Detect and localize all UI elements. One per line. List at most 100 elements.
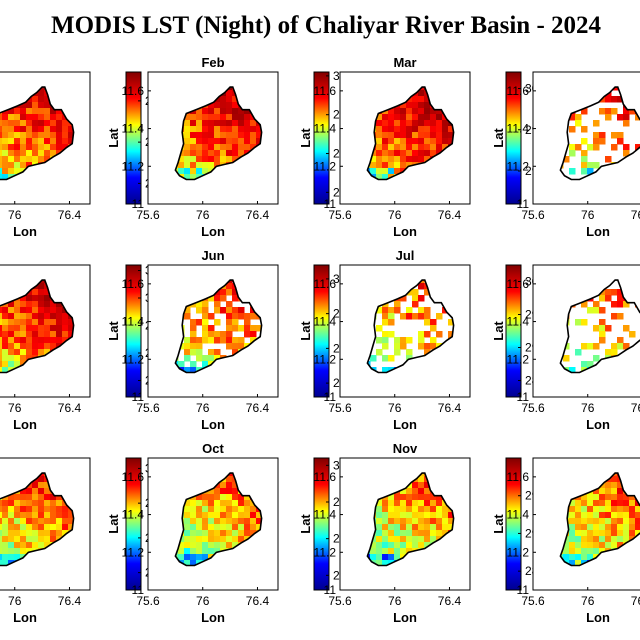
- lst-cell: [605, 349, 612, 356]
- lst-cell: [623, 524, 630, 531]
- lst-cell: [605, 494, 612, 501]
- x-tick-label: 76: [196, 594, 210, 608]
- lst-cell: [26, 518, 33, 525]
- lst-cell: [436, 512, 443, 519]
- lst-cell: [593, 506, 600, 513]
- lst-cell: [20, 313, 27, 320]
- lst-cell: [232, 506, 239, 513]
- lst-cell: [0, 331, 3, 338]
- lst-cell: [62, 518, 69, 525]
- lst-cell: [611, 488, 618, 495]
- lst-cell: [202, 114, 209, 121]
- basin-boundary: [174, 86, 263, 181]
- lst-cell: [418, 90, 425, 97]
- lst-cell: [623, 536, 630, 543]
- lst-cell: [214, 355, 221, 362]
- lst-cell: [635, 114, 640, 121]
- lst-cell: [605, 530, 612, 537]
- lst-cell: [629, 518, 636, 525]
- lst-cell: [214, 162, 221, 169]
- lst-cell: [190, 361, 197, 368]
- lst-cell: [226, 313, 233, 320]
- lst-cell: [44, 138, 51, 145]
- lst-cell: [599, 512, 606, 519]
- lst-cell: [232, 138, 239, 145]
- lst-cell: [581, 162, 588, 169]
- lst-cell: [8, 108, 15, 115]
- lst-cell: [38, 90, 45, 97]
- lst-cell: [62, 319, 69, 326]
- lst-cell: [256, 138, 262, 145]
- lst-cell: [26, 355, 33, 362]
- lst-cell: [575, 542, 582, 549]
- lst-cell: [20, 156, 27, 163]
- lst-cell: [238, 518, 245, 525]
- lst-cell: [418, 524, 425, 531]
- lst-cell: [569, 168, 576, 175]
- lst-cell: [232, 313, 239, 320]
- lst-cell: [2, 156, 9, 163]
- colorbar: [505, 264, 522, 398]
- lst-cell: [214, 126, 221, 133]
- lst-cell: [184, 536, 191, 543]
- y-tick-label: 11: [324, 390, 337, 404]
- lst-cell: [202, 494, 209, 501]
- lst-cell: [238, 512, 245, 519]
- lst-cell: [196, 349, 203, 356]
- lst-cell: [208, 108, 215, 115]
- lst-cell: [250, 524, 257, 531]
- lst-cell: [2, 132, 9, 139]
- lst-cell: [190, 337, 197, 344]
- lst-cell: [400, 506, 407, 513]
- lst-cell: [2, 126, 9, 133]
- lst-cell: [44, 126, 51, 133]
- lst-cell: [412, 102, 419, 109]
- lst-cell: [26, 536, 33, 543]
- lst-cell: [587, 542, 594, 549]
- lst-cell: [196, 138, 203, 145]
- lst-cell: [38, 337, 45, 344]
- colorbar: [313, 457, 330, 591]
- x-axis-label: Lon: [393, 224, 417, 239]
- lst-cell: [412, 536, 419, 543]
- lst-cell: [382, 367, 389, 373]
- panel-may: 75.67676.41111.211.411.6LonLat2852902953…: [0, 264, 165, 432]
- lst-cell: [436, 114, 443, 121]
- lst-cell: [184, 524, 191, 531]
- lst-cell: [208, 150, 215, 157]
- lst-cell: [190, 126, 197, 133]
- x-axis-label: Lon: [201, 224, 225, 239]
- lst-cell: [382, 144, 389, 151]
- lst-cell: [593, 325, 600, 332]
- lst-cell: [38, 138, 45, 145]
- lst-cell: [599, 488, 606, 495]
- lst-cell: [68, 132, 74, 139]
- lst-cell: [44, 488, 51, 495]
- y-tick-label: 11.6: [314, 470, 337, 484]
- lst-cell: [8, 114, 15, 121]
- panel-title: Nov: [393, 441, 418, 456]
- lst-cell: [418, 102, 425, 109]
- lst-cell: [376, 114, 383, 121]
- lst-cell: [406, 500, 413, 507]
- lst-cell: [250, 506, 257, 513]
- lst-cell: [424, 96, 431, 103]
- lst-cell: [581, 524, 588, 531]
- lst-cell: [569, 367, 576, 373]
- x-tick-label: 75.6: [136, 401, 160, 415]
- lst-cell: [611, 301, 618, 308]
- lst-cell: [26, 331, 33, 338]
- lst-cell: [400, 337, 407, 344]
- lst-cell: [232, 488, 239, 495]
- lst-cell: [430, 325, 437, 332]
- lst-cell: [2, 337, 9, 344]
- lst-cell: [214, 144, 221, 151]
- lst-cell: [400, 150, 407, 157]
- lst-cell: [226, 524, 233, 531]
- lst-cell: [14, 500, 21, 507]
- lst-cell: [238, 120, 245, 127]
- lst-cell: [575, 536, 582, 543]
- lst-cell: [581, 512, 588, 519]
- lst-cell: [388, 524, 395, 531]
- lst-cell: [14, 108, 21, 115]
